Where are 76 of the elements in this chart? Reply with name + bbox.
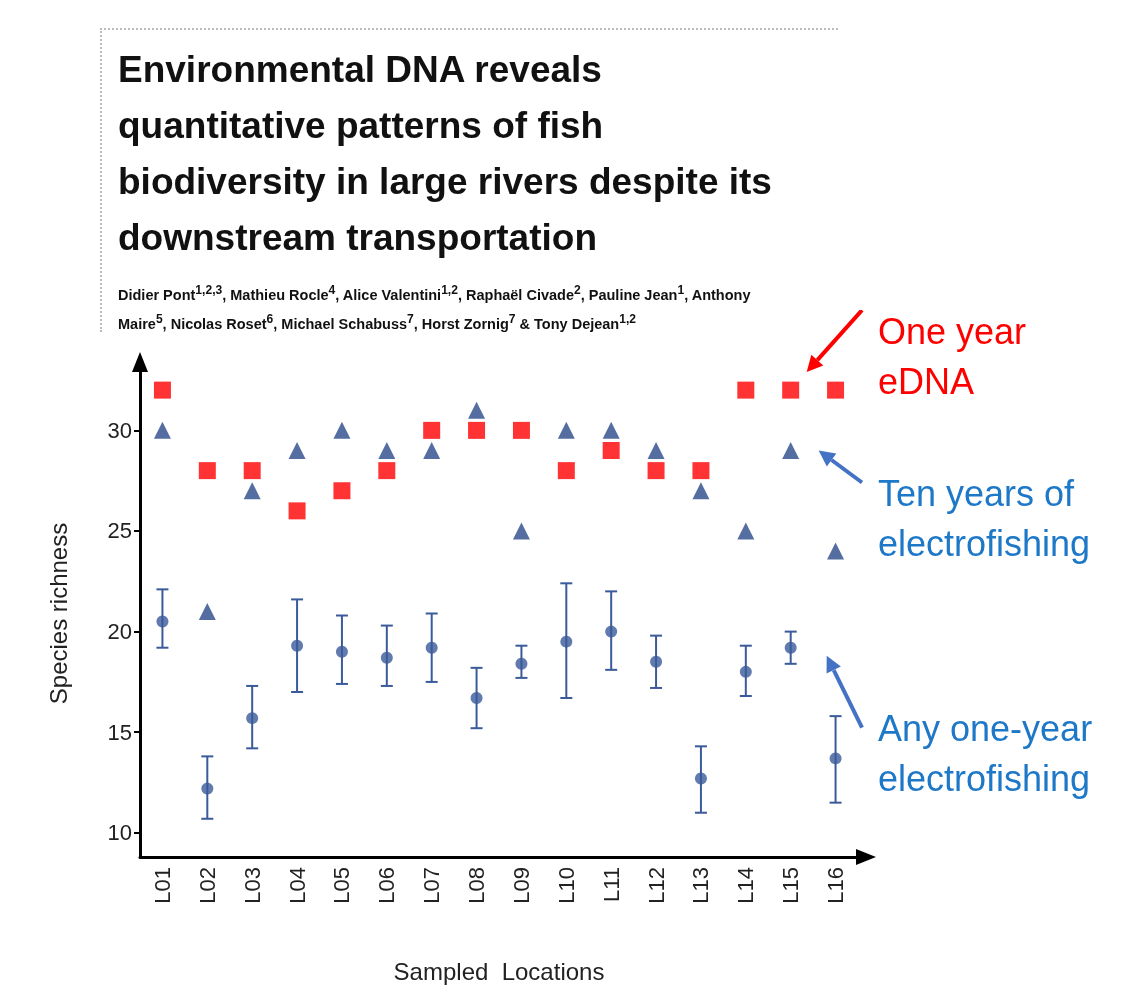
point (288, 442, 306, 459)
y-tick-label: 15 (107, 719, 132, 745)
point (602, 442, 620, 459)
point (692, 462, 710, 480)
point (737, 381, 755, 399)
chart-title: Environmental DNA reveals quantitative patterns of fish biodiversity in large rivers despite its downstream transportation (118, 48, 773, 260)
x-tick-label: L13 (688, 867, 714, 904)
point (647, 442, 665, 459)
point (782, 381, 800, 399)
point (198, 462, 216, 480)
x-tick-label: L06 (374, 867, 400, 904)
point (694, 772, 707, 785)
x-tick-label: L02 (194, 867, 220, 904)
point (827, 381, 845, 399)
point (827, 542, 845, 560)
point (288, 502, 306, 520)
point (605, 625, 618, 638)
x-tick-label: L10 (553, 867, 579, 904)
y-tick-label: 30 (107, 417, 132, 443)
point (737, 522, 755, 540)
x-tick-label: L08 (464, 867, 490, 904)
point (153, 421, 171, 439)
point (557, 421, 575, 439)
point (423, 442, 441, 459)
x-tick-label: L11 (598, 867, 624, 903)
series-label: Ten years of electrofishing (878, 473, 1091, 564)
point (246, 712, 259, 725)
point (782, 442, 800, 459)
point (692, 482, 710, 500)
point (560, 635, 573, 648)
point (335, 645, 348, 658)
legend-label: One year eDNA (878, 310, 1037, 402)
point (198, 602, 216, 620)
x-tick-label: L01 (149, 867, 175, 904)
y-tick-label: 10 (107, 820, 132, 846)
point (647, 462, 665, 480)
point (468, 401, 486, 419)
x-tick-label: L16 (823, 867, 849, 904)
point (291, 639, 304, 652)
point (425, 641, 438, 654)
point (557, 462, 575, 480)
point (156, 615, 169, 628)
point (333, 421, 351, 439)
series-label: Any one-year electrofishing (878, 708, 1103, 800)
x-tick-label: L12 (643, 867, 669, 904)
x-tick-label: L14 (733, 867, 759, 904)
point (515, 657, 528, 670)
point (380, 651, 393, 664)
point (829, 752, 842, 765)
x-tick-label: L03 (239, 867, 265, 904)
point (378, 442, 396, 459)
point (468, 421, 486, 439)
point (650, 655, 663, 668)
x-tick-label: L09 (508, 867, 534, 904)
y-tick-label: 25 (107, 518, 132, 544)
x-tick-label: L05 (329, 867, 355, 904)
x-tick-label: L15 (778, 867, 804, 904)
point (333, 482, 351, 500)
point (243, 482, 261, 500)
point (201, 782, 214, 795)
x-tick-label: L04 (284, 867, 310, 904)
point (378, 462, 396, 480)
point (470, 692, 483, 705)
point (784, 641, 797, 654)
point (512, 522, 530, 540)
point (243, 462, 261, 480)
point (602, 421, 620, 439)
point (739, 665, 752, 678)
y-tick-label: 20 (107, 619, 132, 645)
point (153, 381, 171, 399)
x-tick-label: L07 (419, 867, 445, 904)
text: Didier Pont$^{1,2,3}$, Mathieu Rocle$^{4}$, Alice Valentini$^{1,2}$, Raphaël Civade$^{2}$, Pauline Jean$^{1}$, Anthony Maire$^{5}$, Nicolas Roset$^{6}$, Michael Schabuss$^{7}$, Horst Zornig$^{7}$ & Tony Dejean$^{1,2}$ (118, 283, 751, 332)
point (423, 421, 441, 439)
point (512, 421, 530, 439)
y-axis-title: Species richness (44, 522, 72, 705)
x-axis-title: Sampled Locations (393, 957, 605, 985)
